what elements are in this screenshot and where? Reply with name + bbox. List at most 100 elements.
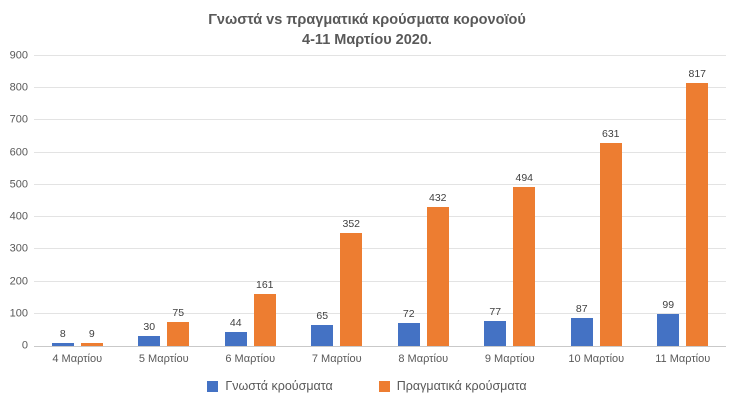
bar-value-label: 432 [428,191,447,204]
bar-value-label: 87 [575,302,588,315]
gridline [34,55,726,56]
bar-group: 65 352 [294,56,381,346]
bar-column: 72 [397,56,420,346]
x-tick-label: 6 Μαρτίου [225,353,276,365]
gridline [34,151,726,153]
bar-group: 99 817 [640,56,727,346]
bar [686,82,709,346]
gridline [34,183,726,185]
y-tick-label: 500 [9,178,28,191]
bar [253,294,276,346]
y-tick-label: 200 [9,275,28,288]
legend: Γνωστά κρούσματα Πραγματικά κρούσματα [0,379,734,393]
bar [311,325,334,346]
legend-swatch [378,380,390,392]
gridline [34,216,726,218]
bar-group: 44 161 [207,56,294,346]
bar-group: 30 75 [121,56,208,346]
bar-value-label: 99 [662,299,675,312]
bar-column: 161 [253,56,276,346]
chart-title: Γνωστά vs πραγματικά κρούσματα κορονοϊού [208,12,526,28]
gridline [34,119,726,121]
legend-label: Πραγματικά κρούσματα [396,379,527,393]
bar-value-label: 77 [489,306,502,319]
bar-column: 87 [570,56,593,346]
bar-value-label: 161 [255,279,274,292]
bar-groups: 8 9 30 75 44 161 65 352 72 432 77 494 87 631 99 817 [34,56,726,346]
bar-value-label: 65 [316,310,329,323]
gridline [34,312,726,314]
bar-value-label: 8 [59,328,66,341]
bar-group: 77 494 [467,56,554,346]
bar-group: 87 631 [553,56,640,346]
gridline [34,87,726,89]
x-tick-label: 10 Μαρτίου [568,353,625,365]
bar-column: 9 [80,56,103,346]
x-tick-label: 5 Μαρτίου [138,353,189,365]
y-tick-label: 300 [9,242,28,255]
bar-column: 75 [167,56,190,346]
bar-value-label: 44 [229,316,242,329]
bar-value-label: 817 [688,67,707,80]
bar [167,321,190,346]
y-tick-label: 900 [9,49,28,62]
gridline [34,248,726,250]
bar [657,314,680,346]
chart-title-block: Γνωστά vs πραγματικά κρούσματα κορονοϊού… [0,10,734,50]
legend-item: Γνωστά κρούσματα [207,379,333,393]
plot-area: 8 9 30 75 44 161 65 352 72 432 77 494 87 631 99 817 [34,55,726,347]
plot-wrap: 8 9 30 75 44 161 65 352 72 432 77 494 87 631 99 817 4 Μ… [34,55,726,365]
y-tick-label: 600 [9,146,28,159]
bar-column: 631 [599,56,622,346]
y-tick-label: 100 [9,307,28,320]
bar [397,322,420,346]
bar-value-label: 352 [342,217,361,230]
bar-value-label: 631 [601,127,620,140]
bar [80,343,103,346]
y-axis: 0 100 200 300 400 500 600 700 800 900 [0,50,34,351]
legend-item: Πραγματικά κρούσματα [378,379,527,393]
bar [426,206,449,346]
bar-column: 817 [686,56,709,346]
y-tick-label: 0 [21,339,28,352]
x-axis: 4 Μαρτίου 5 Μαρτίου 6 Μαρτίου 7 Μαρτίου 8 Μα… [34,353,726,365]
x-tick-label: 4 Μαρτίου [52,353,103,365]
y-tick-label: 800 [9,81,28,94]
bar-value-label: 30 [143,321,156,334]
bar [599,142,622,346]
bar-value-label: 494 [515,171,534,184]
bar-column: 30 [138,56,161,346]
bar [570,317,593,346]
bar-column: 8 [51,56,74,346]
bar [138,336,161,346]
x-tick-label: 9 Μαρτίου [484,353,535,365]
gridline [34,280,726,282]
bar-group: 72 432 [380,56,467,346]
y-tick-label: 400 [9,210,28,223]
chart-body: 0 100 200 300 400 500 600 700 800 900 8 9 30 75 44 161… [0,50,734,365]
bar-column: 99 [657,56,680,346]
legend-swatch [207,380,219,392]
bar-column: 65 [311,56,334,346]
bar-value-label: 9 [88,328,95,341]
bar-column: 494 [513,56,536,346]
bar-value-label: 72 [402,307,415,320]
chart-subtitle: 4-11 Μαρτίου 2020. [302,32,432,48]
bar [484,321,507,346]
bar [340,232,363,346]
bar-column: 352 [340,56,363,346]
bar [513,186,536,346]
legend-label: Γνωστά κρούσματα [225,379,333,393]
bar-value-label: 75 [172,306,185,319]
y-tick-label: 700 [9,113,28,126]
bar [51,343,74,346]
x-tick-label: 11 Μαρτίου [655,353,711,365]
bar-column: 77 [484,56,507,346]
bar-column: 432 [426,56,449,346]
bar [224,331,247,346]
x-tick-label: 7 Μαρτίου [311,353,362,365]
x-tick-label: 8 Μαρτίου [398,353,449,365]
bar-column: 44 [224,56,247,346]
